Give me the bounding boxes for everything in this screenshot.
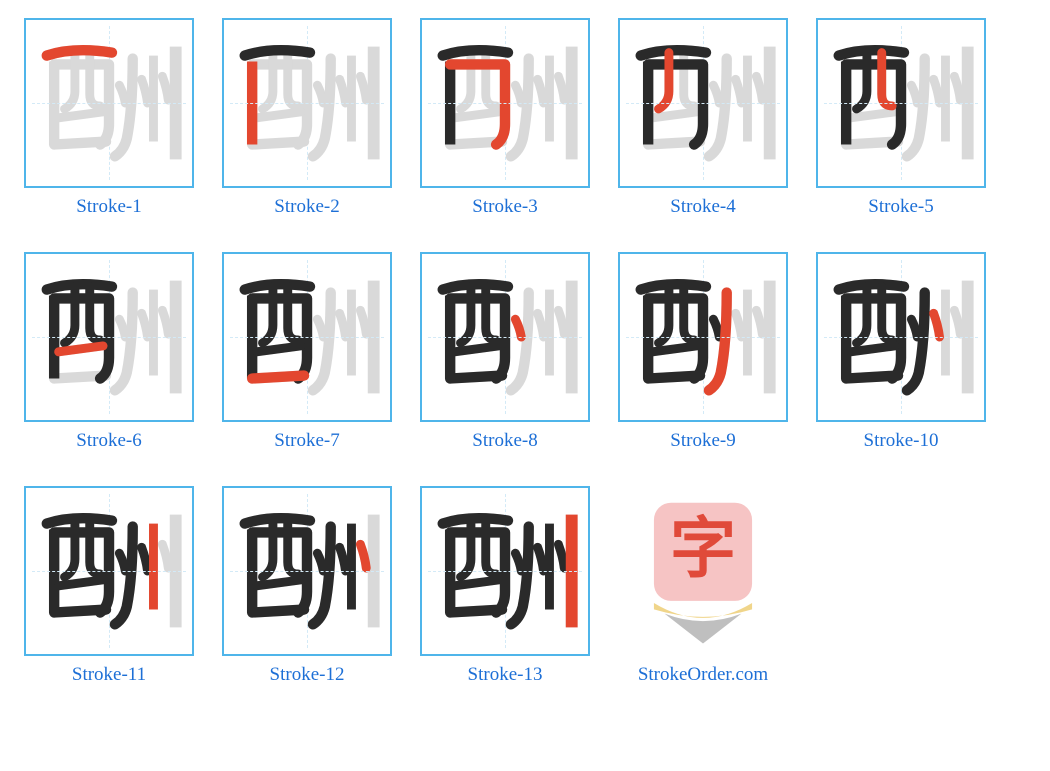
current-layer xyxy=(515,319,521,337)
grid-cell: Stroke-9 xyxy=(618,252,788,452)
stroke-caption: Stroke-4 xyxy=(670,196,735,218)
stroke-caption-link[interactable]: Stroke-3 xyxy=(472,196,537,217)
grid-cell: Stroke-1 xyxy=(24,18,194,218)
done-layer xyxy=(245,50,310,55)
grid-row: Stroke-11 Stroke-12 Stroke-13 字 StrokeOrder.… xyxy=(24,486,1040,686)
site-link[interactable]: StrokeOrder.com xyxy=(638,664,768,685)
grid-cell: Stroke-4 xyxy=(618,18,788,218)
stroke-caption: Stroke-7 xyxy=(274,430,339,452)
grid-cell: Stroke-8 xyxy=(420,252,590,452)
glyph-svg xyxy=(620,20,786,186)
stroke-caption-link[interactable]: Stroke-11 xyxy=(72,664,146,685)
stroke-caption-link[interactable]: Stroke-12 xyxy=(270,664,345,685)
stroke-caption: Stroke-8 xyxy=(472,430,537,452)
stroke-caption: Stroke-1 xyxy=(76,196,141,218)
stroke-tile[interactable] xyxy=(420,252,590,422)
done-layer xyxy=(443,284,508,378)
glyph-svg xyxy=(422,488,588,654)
grid-cell: Stroke-10 xyxy=(816,252,986,452)
done-layer xyxy=(839,50,904,144)
grid-cell: Stroke-6 xyxy=(24,252,194,452)
glyph-svg xyxy=(422,20,588,186)
done-layer xyxy=(245,518,352,624)
grid-cell: Stroke-3 xyxy=(420,18,590,218)
stroke-caption-link[interactable]: Stroke-8 xyxy=(472,430,537,451)
stroke-tile[interactable] xyxy=(816,252,986,422)
glyph-svg xyxy=(26,20,192,186)
grid-cell: Stroke-2 xyxy=(222,18,392,218)
grid-row: Stroke-1 Stroke-2 Stroke-3 Stroke-4 Stroke-5 xyxy=(24,18,1040,218)
stroke-order-grid: Stroke-1 Stroke-2 Stroke-3 Stroke-4 Stroke-5… xyxy=(0,0,1050,750)
stroke-tile[interactable] xyxy=(222,486,392,656)
current-layer xyxy=(360,544,366,568)
done-layer xyxy=(47,284,112,378)
current-layer xyxy=(47,50,112,55)
stroke-tile[interactable] xyxy=(24,486,194,656)
glyph-svg xyxy=(224,488,390,654)
stroke-caption-link[interactable]: Stroke-6 xyxy=(76,430,141,451)
grid-cell: Stroke-7 xyxy=(222,252,392,452)
stroke-caption-link[interactable]: Stroke-13 xyxy=(468,664,543,685)
stroke-caption-link[interactable]: Stroke-10 xyxy=(864,430,939,451)
stroke-caption: Stroke-5 xyxy=(868,196,933,218)
stroke-caption: Stroke-13 xyxy=(468,664,543,686)
stroke-caption: Stroke-9 xyxy=(670,430,735,452)
ghost-layer xyxy=(245,47,374,160)
grid-cell: Stroke-11 xyxy=(24,486,194,686)
current-layer xyxy=(709,293,727,391)
stroke-caption: Stroke-12 xyxy=(270,664,345,686)
glyph-svg xyxy=(818,254,984,420)
stroke-tile[interactable] xyxy=(618,18,788,188)
grid-cell: 字 StrokeOrder.com xyxy=(618,486,788,686)
stroke-caption-link[interactable]: Stroke-7 xyxy=(274,430,339,451)
stroke-tile[interactable] xyxy=(24,18,194,188)
stroke-caption: Stroke-3 xyxy=(472,196,537,218)
stroke-tile[interactable] xyxy=(222,252,392,422)
grid-cell: Stroke-12 xyxy=(222,486,392,686)
done-layer xyxy=(245,284,310,378)
glyph-svg xyxy=(620,254,786,420)
stroke-tile[interactable] xyxy=(816,18,986,188)
done-layer xyxy=(641,50,706,144)
stroke-tile[interactable] xyxy=(420,18,590,188)
current-layer xyxy=(59,346,103,352)
stroke-tile[interactable] xyxy=(24,252,194,422)
ghost-layer xyxy=(47,47,176,160)
site-logo: 字 xyxy=(639,496,767,646)
done-layer xyxy=(443,518,565,624)
site-caption: StrokeOrder.com xyxy=(638,664,768,686)
glyph-svg xyxy=(224,20,390,186)
stroke-caption-link[interactable]: Stroke-2 xyxy=(274,196,339,217)
stroke-tile[interactable] xyxy=(420,486,590,656)
stroke-tile[interactable] xyxy=(222,18,392,188)
done-layer xyxy=(839,284,925,390)
stroke-caption-link[interactable]: Stroke-4 xyxy=(670,196,735,217)
done-layer xyxy=(47,518,148,624)
stroke-caption: Stroke-11 xyxy=(72,664,146,686)
stroke-caption: Stroke-6 xyxy=(76,430,141,452)
glyph-svg xyxy=(422,254,588,420)
stroke-caption-link[interactable]: Stroke-1 xyxy=(76,196,141,217)
current-layer xyxy=(252,376,304,379)
svg-text:字: 字 xyxy=(670,513,736,586)
site-logo-tile: 字 xyxy=(618,486,788,656)
stroke-caption-link[interactable]: Stroke-5 xyxy=(868,196,933,217)
current-layer xyxy=(934,313,940,337)
stroke-caption-link[interactable]: Stroke-9 xyxy=(670,430,735,451)
grid-cell: Stroke-5 xyxy=(816,18,986,218)
glyph-svg xyxy=(26,488,192,654)
stroke-tile[interactable] xyxy=(618,252,788,422)
glyph-svg xyxy=(26,254,192,420)
stroke-caption: Stroke-2 xyxy=(274,196,339,218)
glyph-svg xyxy=(224,254,390,420)
grid-row: Stroke-6 Stroke-7 Stroke-8 Stroke-9 Stroke-1… xyxy=(24,252,1040,452)
grid-cell: Stroke-13 xyxy=(420,486,590,686)
glyph-svg xyxy=(818,20,984,186)
stroke-caption: Stroke-10 xyxy=(864,430,939,452)
done-layer xyxy=(641,284,720,378)
